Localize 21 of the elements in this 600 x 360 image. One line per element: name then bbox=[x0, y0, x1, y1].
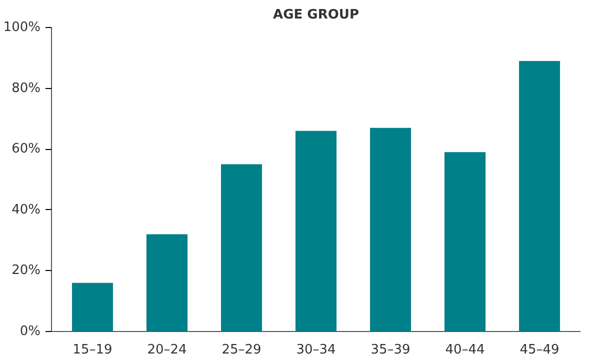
x-tick-label: 45–49 bbox=[520, 342, 560, 358]
bar bbox=[72, 282, 113, 332]
y-tick-label: 20% bbox=[12, 263, 41, 278]
bar bbox=[444, 152, 486, 332]
y-tick-label: 0% bbox=[20, 324, 40, 339]
y-tick-label: 40% bbox=[12, 202, 41, 218]
bar bbox=[296, 130, 336, 332]
bar bbox=[519, 60, 560, 332]
y-tick-label: 100% bbox=[3, 20, 41, 35]
x-tick-label: 15–19 bbox=[72, 342, 112, 358]
y-tick-label: 80% bbox=[12, 80, 41, 96]
x-tick-label: 25–29 bbox=[222, 342, 262, 358]
bar bbox=[221, 164, 262, 332]
bar bbox=[370, 128, 411, 332]
chart-title: AGE GROUP bbox=[273, 8, 359, 22]
x-tick-label: 35–39 bbox=[370, 342, 410, 358]
bar bbox=[146, 234, 188, 332]
y-tick-label: 60% bbox=[12, 142, 41, 157]
x-tick-label: 30–34 bbox=[296, 342, 336, 358]
x-tick-label: 20–24 bbox=[147, 342, 187, 358]
x-tick-label: 40–44 bbox=[445, 342, 485, 358]
